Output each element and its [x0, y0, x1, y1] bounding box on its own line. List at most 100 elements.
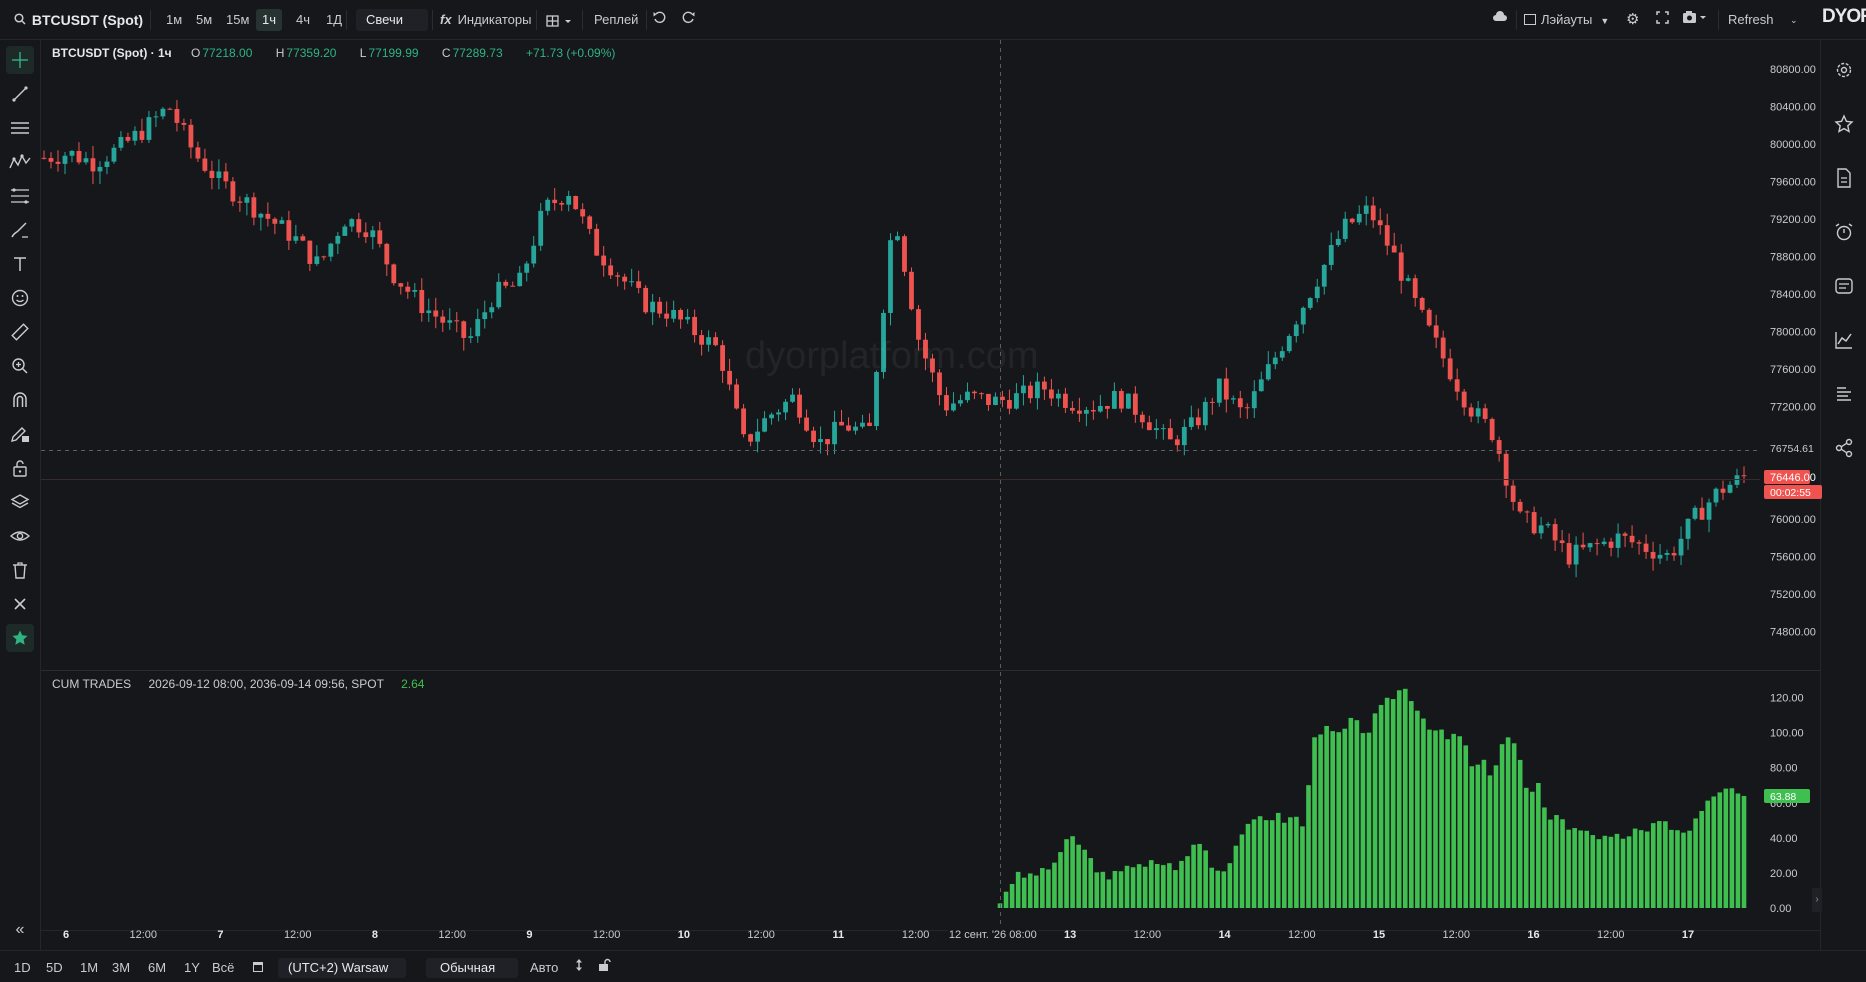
scale-fit-button[interactable] [574, 958, 584, 978]
candle-body [755, 431, 760, 442]
text-tool[interactable] [6, 250, 34, 278]
pattern-tool[interactable] [6, 148, 34, 176]
close-tool[interactable] [6, 590, 34, 618]
indicator-bar [1409, 701, 1414, 908]
fx-icon: fx [440, 12, 452, 27]
goto-date-button[interactable] [252, 958, 264, 978]
replay-button[interactable]: Реплей [594, 12, 639, 27]
visibility-tool[interactable] [6, 522, 34, 550]
interval-button[interactable]: 4ч [296, 12, 311, 27]
layouts-menu[interactable]: Лэйауты ▼ [1524, 9, 1609, 31]
indicator-bar [1675, 830, 1680, 908]
candle-body [1349, 218, 1355, 223]
candle-body [853, 426, 858, 431]
scale-lock-button[interactable] [598, 958, 612, 978]
candle-body [545, 199, 551, 211]
interval-button[interactable]: 1м [166, 12, 183, 27]
time-tick-label: 15 [1373, 929, 1385, 941]
price-tick-label: 76446.00 [1770, 472, 1816, 484]
indicator-legend[interactable]: CUM TRADES 2026-09-12 08:00, 2036-09-14 … [52, 677, 424, 691]
chart-type-select[interactable]: Свечи [356, 9, 428, 31]
candle-body [398, 283, 404, 287]
unlock-icon [13, 460, 27, 477]
refresh-button[interactable]: Refresh [1728, 12, 1774, 27]
candle-body [1258, 379, 1264, 392]
collapse-toolbar-button[interactable]: « [6, 916, 34, 944]
chart-stats-button[interactable] [1830, 326, 1858, 354]
panel-collapse-handle[interactable]: › [1812, 888, 1822, 912]
favorites-tool[interactable] [6, 624, 34, 652]
lock-drawings-tool[interactable] [6, 454, 34, 482]
news-button[interactable] [1830, 272, 1858, 300]
trend-line-tool[interactable] [6, 80, 34, 108]
candle-body [97, 166, 103, 172]
alerts-button[interactable] [1830, 218, 1858, 246]
share-button[interactable] [1830, 434, 1858, 462]
interval-button[interactable]: 1ч [256, 9, 283, 31]
brush-tool[interactable] [6, 216, 34, 244]
top-toolbar: BTCUSDT (Spot) 1м 5м 15м 1ч 4ч 1Д Свечи fx Инд… [0, 0, 1866, 40]
order-book-button[interactable] [1830, 380, 1858, 408]
time-tick-label: 12:00 [1597, 929, 1625, 941]
refresh-menu-chevron-icon[interactable]: ⌄ [1790, 15, 1798, 25]
indicator-bar [1275, 812, 1281, 908]
fib-tool[interactable] [6, 182, 34, 210]
undo-button[interactable] [652, 9, 666, 31]
range-button[interactable]: 3M [112, 960, 131, 975]
indicator-bar [1433, 730, 1438, 908]
auto-scale-toggle[interactable]: Авто [530, 960, 559, 975]
indicator-bar [1148, 860, 1154, 908]
candle-body [1580, 544, 1586, 548]
indicator-bar [1493, 765, 1499, 908]
layers-tool[interactable] [6, 488, 34, 516]
range-button[interactable]: 1D [14, 960, 31, 975]
indicators-button[interactable]: fx Индикаторы [440, 12, 532, 27]
candle-body [951, 403, 956, 411]
settings-button[interactable]: ⚙ [1626, 9, 1639, 31]
crosshair-time-tag [947, 925, 1038, 943]
drawing-mode-tool[interactable] [6, 420, 34, 448]
candle-body [1573, 544, 1579, 565]
indicator-bar [1179, 860, 1184, 908]
fullscreen-button[interactable] [1656, 9, 1669, 31]
sidebar-settings-button[interactable] [1830, 56, 1858, 84]
range-button[interactable]: 5D [46, 960, 63, 975]
candle-body [433, 310, 439, 317]
magnet-tool[interactable] [6, 386, 34, 414]
scale-mode-select[interactable]: Обычная [426, 958, 518, 978]
indicator-bar [1723, 788, 1729, 908]
emoji-tool[interactable] [6, 284, 34, 312]
ruler-tool[interactable] [6, 318, 34, 346]
timezone-select[interactable]: (UTC+2) Warsaw [278, 958, 406, 978]
pencil-lock-icon [11, 427, 29, 442]
layout-grid-button[interactable] [546, 9, 576, 31]
cloud-save-button[interactable] [1492, 9, 1508, 31]
delete-drawings-tool[interactable] [6, 556, 34, 584]
indicator-bar [1372, 713, 1378, 908]
indicator-bar [1657, 821, 1662, 908]
watchlist-button[interactable] [1830, 110, 1858, 138]
crosshair-tool[interactable] [6, 46, 34, 74]
candle-body [1118, 391, 1124, 409]
range-button[interactable]: 6M [148, 960, 167, 975]
candle-body [993, 396, 998, 405]
zoom-tool[interactable] [6, 352, 34, 380]
interval-button[interactable]: 5м [196, 12, 213, 27]
indicator-bar [1421, 718, 1426, 908]
interval-button[interactable]: 1Д [326, 12, 343, 27]
notes-button[interactable] [1830, 164, 1858, 192]
horizontal-lines-tool[interactable] [6, 114, 34, 142]
candle-body [909, 271, 914, 310]
range-button[interactable]: Всё [212, 960, 235, 975]
indicator-last-label: 63.88 [1770, 791, 1796, 803]
range-button[interactable]: 1M [80, 960, 99, 975]
indicator-value: 2.64 [401, 677, 425, 691]
interval-button[interactable]: 15м [226, 12, 250, 27]
screenshot-button[interactable] [1682, 9, 1710, 31]
candle-body [650, 301, 656, 313]
candle-body [1076, 410, 1082, 414]
range-button[interactable]: 1Y [184, 960, 200, 975]
redo-button[interactable] [682, 9, 696, 31]
symbol-search[interactable]: BTCUSDT (Spot) [14, 9, 143, 31]
